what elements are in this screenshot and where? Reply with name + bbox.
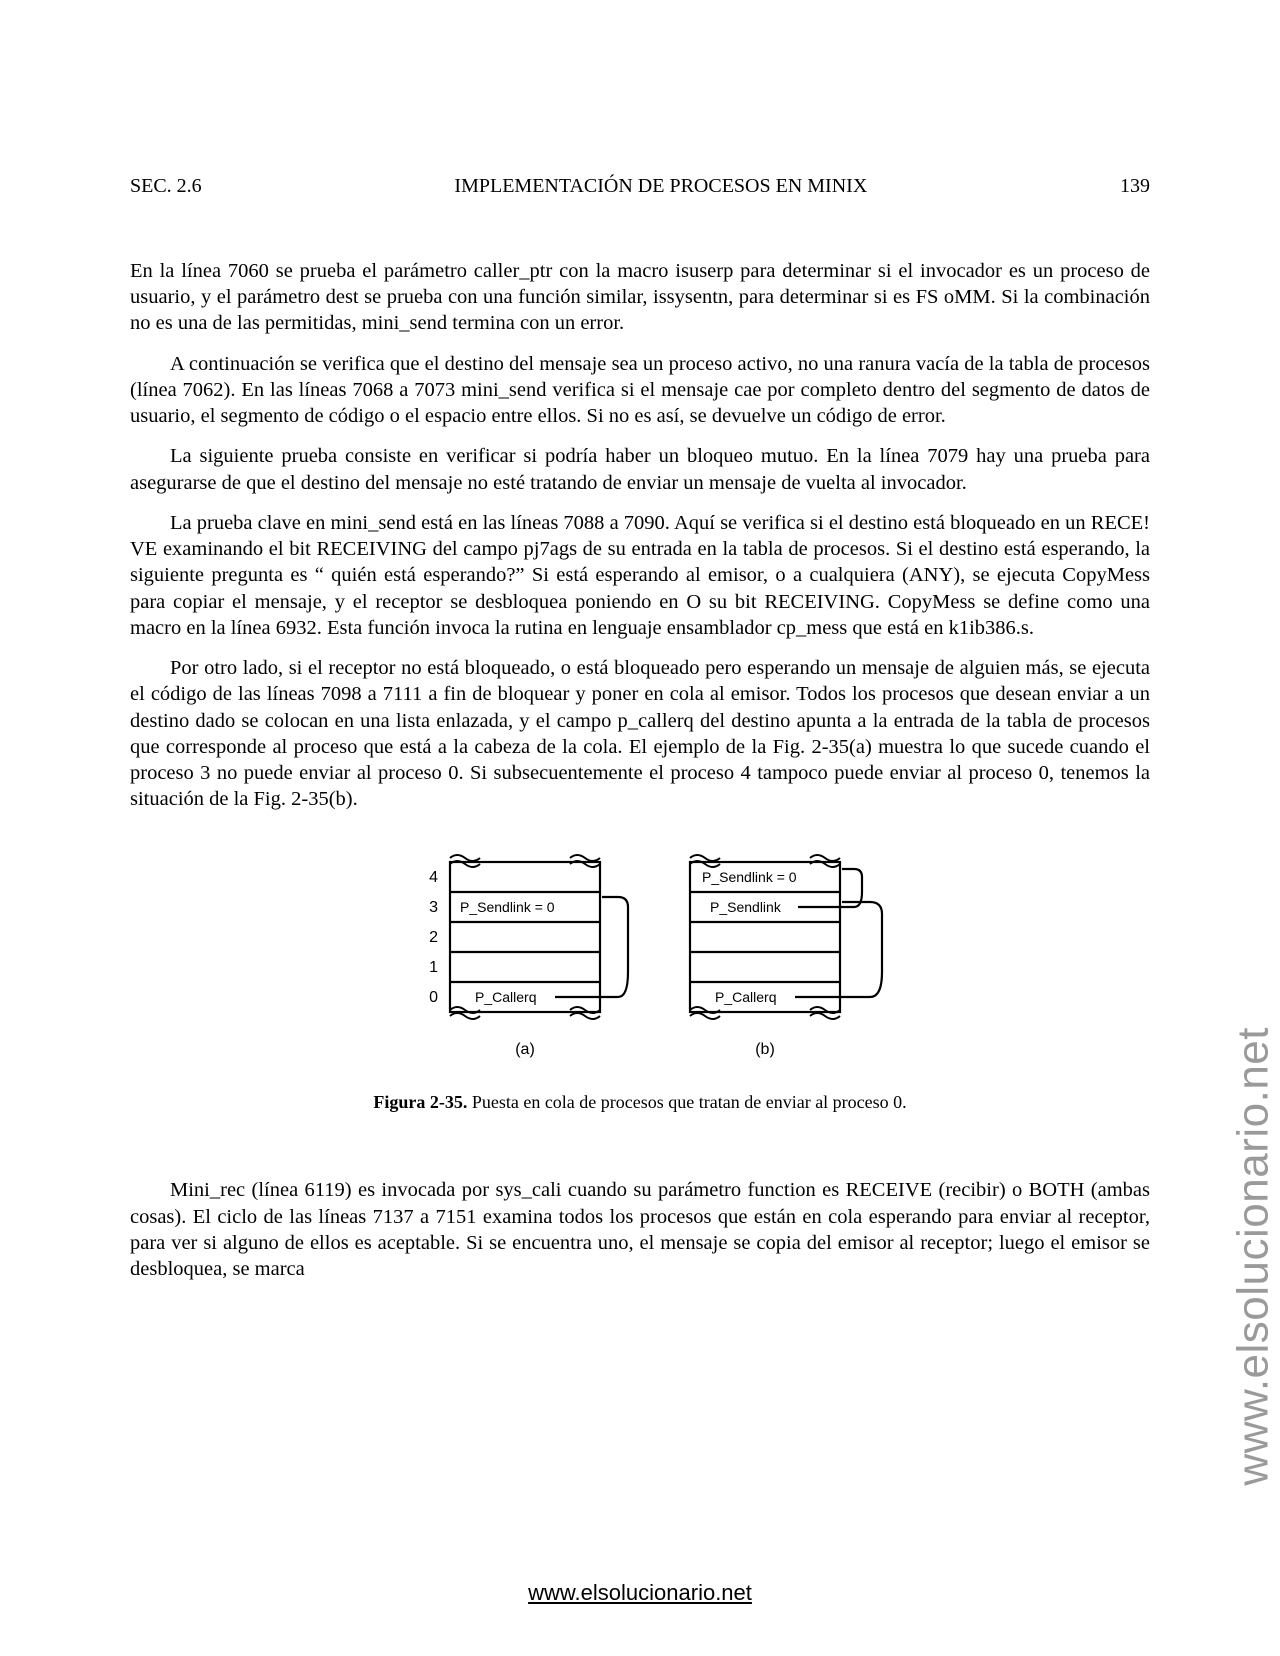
footer-link[interactable]: www.elsolucionario.net — [0, 1580, 1280, 1606]
page-number: 139 — [1120, 175, 1150, 198]
fig-b-row0-text: P_Callerq — [715, 989, 776, 1005]
paragraph-4: La prueba clave en mini_send está en las… — [130, 510, 1150, 641]
paragraph-3: La siguiente prueba consiste en verifica… — [130, 443, 1150, 495]
chapter-title: IMPLEMENTACIÓN DE PROCESOS EN MINIX — [202, 175, 1120, 198]
watermark-text: www.elsolucionario.net — [1229, 1027, 1279, 1486]
figure-svg: 4 3 2 1 0 P_Sendlink = 0 P_Callerq (a) — [380, 842, 900, 1082]
fig-a-row0-text: P_Callerq — [475, 989, 536, 1005]
fig-b-row3-text: P_Sendlink — [710, 899, 782, 915]
figure-caption-text: Puesta en cola de procesos que tratan de… — [467, 1092, 906, 1112]
page-header: SEC. 2.6 IMPLEMENTACIÓN DE PROCESOS EN M… — [130, 175, 1150, 198]
paragraph-1: En la línea 7060 se prueba el parámetro … — [130, 258, 1150, 337]
figure-2-35: 4 3 2 1 0 P_Sendlink = 0 P_Callerq (a) — [130, 842, 1150, 1113]
fig-a-label-0: 0 — [429, 989, 438, 1006]
fig-a-row3-text: P_Sendlink = 0 — [460, 899, 555, 915]
fig-a-label-4: 4 — [429, 869, 438, 886]
section-label: SEC. 2.6 — [130, 175, 202, 198]
page-content: SEC. 2.6 IMPLEMENTACIÓN DE PROCESOS EN M… — [0, 0, 1280, 1356]
fig-a-label-1: 1 — [429, 959, 438, 976]
fig-a-label-3: 3 — [429, 899, 438, 916]
fig-a-label-2: 2 — [429, 929, 438, 946]
paragraph-2: A continuación se verifica que el destin… — [130, 351, 1150, 430]
paragraph-5: Por otro lado, si el receptor no está bl… — [130, 655, 1150, 812]
fig-a-caption: (a) — [515, 1041, 535, 1058]
fig-b-caption: (b) — [755, 1041, 775, 1058]
figure-caption: Figura 2-35. Puesta en cola de procesos … — [373, 1092, 906, 1113]
figure-caption-bold: Figura 2-35. — [373, 1092, 467, 1112]
fig-b-row4-text: P_Sendlink = 0 — [702, 869, 797, 885]
paragraph-6: Mini_rec (línea 6119) es invocada por sy… — [130, 1177, 1150, 1282]
